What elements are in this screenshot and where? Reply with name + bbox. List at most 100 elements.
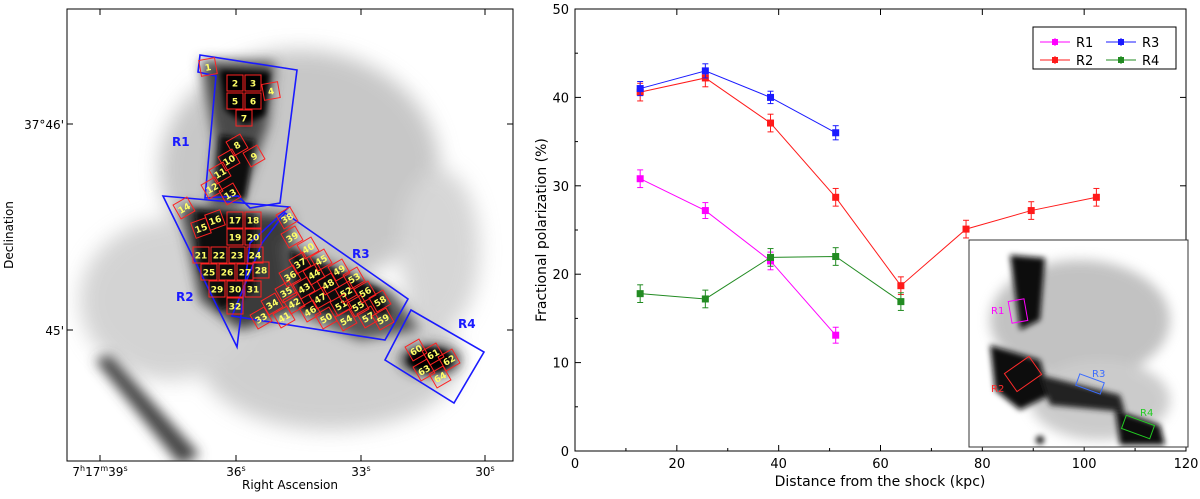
inset-label-r1: R1 bbox=[991, 306, 1004, 317]
box-number: 23 bbox=[231, 252, 244, 262]
polarization-box: 4 bbox=[261, 81, 281, 101]
data-point bbox=[767, 119, 775, 127]
box-number: 7 bbox=[241, 115, 247, 125]
data-point bbox=[1027, 207, 1035, 215]
legend-label: R3 bbox=[1142, 36, 1159, 51]
box-number: 4 bbox=[267, 87, 275, 98]
polarization-box: 28 bbox=[252, 261, 270, 279]
chart-x-axis-label: Distance from the shock (kpc) bbox=[775, 474, 986, 490]
box-number: 16 bbox=[208, 215, 223, 229]
left-tick-marks bbox=[67, 9, 513, 461]
chart-legend: R1 R2 R3 R4 bbox=[1032, 26, 1177, 70]
polarization-box: 32 bbox=[226, 297, 244, 315]
legend-item-r1: R1 bbox=[1040, 36, 1093, 51]
polarization-box: 31 bbox=[244, 280, 262, 298]
ra-tick-label: 30s bbox=[475, 464, 494, 479]
y-tick-label: 30 bbox=[552, 180, 569, 195]
polarization-box: 23 bbox=[228, 246, 246, 264]
box-number: 32 bbox=[229, 303, 242, 313]
box-number: 24 bbox=[249, 252, 262, 262]
ra-tick-label: 36s bbox=[226, 464, 245, 479]
box-number: 17 bbox=[229, 217, 242, 227]
series-line bbox=[640, 77, 1097, 287]
box-number: 19 bbox=[229, 234, 242, 244]
data-point bbox=[832, 193, 840, 201]
data-point bbox=[767, 93, 775, 101]
x-tick-label: 100 bbox=[1072, 457, 1097, 472]
radio-emission bbox=[80, 50, 480, 461]
inset-r4-boxes bbox=[1120, 414, 1156, 440]
data-point bbox=[1092, 193, 1100, 201]
polarization-box: 6 bbox=[244, 92, 262, 110]
data-point bbox=[897, 282, 905, 290]
polarization-box: 16 bbox=[204, 209, 226, 231]
polarization-box: 7 bbox=[235, 109, 253, 127]
left-x-tick-labels: 7h17m39s 36s 33s 30s bbox=[72, 464, 494, 479]
data-point bbox=[767, 253, 775, 261]
box-number: 15 bbox=[194, 223, 209, 237]
box-number: 6 bbox=[250, 98, 256, 108]
left-x-axis-label: Right Ascension bbox=[242, 478, 338, 492]
inset-r3-boxes bbox=[1075, 373, 1105, 395]
y-tick-label: 0 bbox=[561, 445, 569, 460]
polarization-chart: 0 20 40 60 80 100 120 0 10 20 30 40 50 bbox=[534, 3, 1198, 490]
polarization-box: 17 bbox=[226, 211, 244, 229]
y-tick-label: 10 bbox=[552, 357, 569, 372]
data-point bbox=[636, 290, 644, 298]
box-number: 1 bbox=[204, 63, 212, 74]
box-number: 29 bbox=[211, 286, 224, 296]
x-tick-label: 60 bbox=[872, 457, 889, 472]
x-tick-label: 120 bbox=[1174, 457, 1199, 472]
chart-axis-ticks: 0 20 40 60 80 100 120 0 10 20 30 40 50 bbox=[552, 3, 1198, 472]
inset-r1-boxes bbox=[1007, 298, 1029, 324]
chart-y-axis-label: Fractional polarization (%) bbox=[534, 138, 550, 322]
data-point bbox=[832, 253, 840, 261]
polarization-box: 18 bbox=[244, 211, 262, 229]
box-number: 21 bbox=[195, 252, 208, 262]
box-number: 5 bbox=[232, 98, 238, 108]
inset-label-r2: R2 bbox=[991, 384, 1004, 395]
region-outlines bbox=[161, 54, 486, 405]
legend-item-r4: R4 bbox=[1106, 54, 1159, 69]
x-tick-label: 80 bbox=[974, 457, 991, 472]
polarization-box: 25 bbox=[200, 263, 218, 281]
polarization-box: 29 bbox=[208, 280, 226, 298]
box-number: 28 bbox=[255, 267, 268, 277]
box-number: 20 bbox=[247, 234, 260, 244]
series-line bbox=[639, 178, 837, 336]
polarization-box: 22 bbox=[210, 246, 228, 264]
box-number: 18 bbox=[247, 217, 260, 227]
dec-tick-label: 45' bbox=[45, 324, 64, 338]
y-tick-label: 20 bbox=[552, 268, 569, 283]
series-line bbox=[640, 70, 836, 134]
polarization-box: 1 bbox=[198, 57, 218, 77]
chart-series bbox=[636, 63, 1100, 344]
box-number: 8 bbox=[233, 140, 243, 152]
box-number: 22 bbox=[213, 252, 226, 262]
region-r1-outline bbox=[197, 54, 298, 209]
data-point bbox=[962, 225, 970, 233]
region-r4-outline bbox=[383, 308, 486, 405]
region-label-r1: R1 bbox=[172, 135, 190, 149]
inset-labels: R1 R2 R3 R4 bbox=[991, 306, 1153, 419]
polarization-box: 21 bbox=[192, 246, 210, 264]
dec-tick-label: 37°46' bbox=[24, 118, 64, 132]
legend-item-r2: R2 bbox=[1040, 54, 1093, 69]
polarization-box: 20 bbox=[244, 228, 262, 246]
polarization-box: 8 bbox=[225, 133, 249, 157]
legend-label: R2 bbox=[1076, 54, 1093, 69]
ra-tick-label: 33s bbox=[351, 464, 370, 479]
data-point bbox=[636, 85, 644, 93]
box-number: 9 bbox=[250, 151, 260, 163]
data-point bbox=[897, 298, 905, 306]
legend-item-r3: R3 bbox=[1106, 36, 1159, 51]
data-point bbox=[832, 129, 840, 137]
region-label-r2: R2 bbox=[176, 290, 194, 304]
polarization-box: 2 bbox=[226, 74, 244, 92]
box-number: 31 bbox=[247, 286, 260, 296]
x-tick-label: 40 bbox=[770, 457, 787, 472]
y-tick-label: 50 bbox=[552, 3, 569, 18]
